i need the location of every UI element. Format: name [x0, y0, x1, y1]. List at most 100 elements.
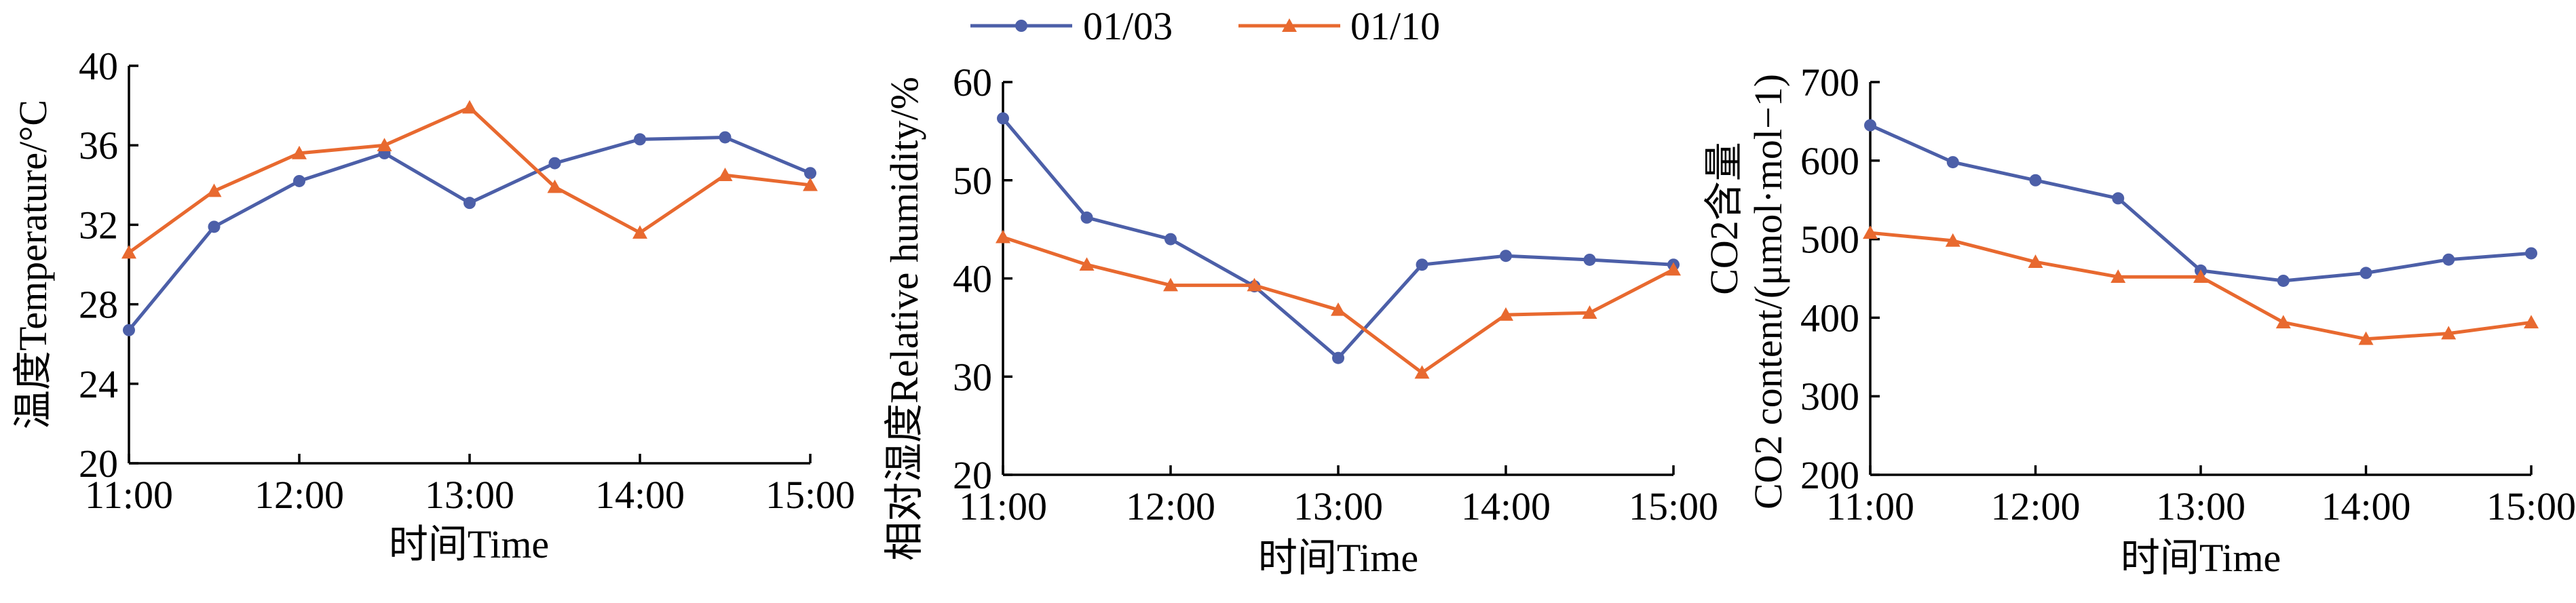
y-axis-title-cn: CO2含量 [1702, 142, 1746, 295]
data-point-0110 [2110, 269, 2126, 283]
humidity-chart: 20 30 40 50 60 11:00 12:00 13:00 14:00 15:00 时间T… [882, 60, 1718, 580]
series-group [1863, 119, 2539, 345]
y-axis-title: 相对湿度Relative humidity/% [882, 77, 926, 561]
data-point-0103 [997, 112, 1009, 125]
data-point-0110 [206, 183, 222, 197]
y-tick-group: 20 24 28 32 36 40 [79, 44, 138, 486]
x-tick-label: 14:00 [2321, 484, 2410, 528]
data-point-0103 [1500, 250, 1512, 262]
data-point-0103 [1332, 351, 1344, 364]
x-tick-label: 13:00 [1293, 484, 1383, 528]
data-point-0103 [804, 167, 816, 180]
data-point-0110 [1863, 225, 1878, 239]
y-tick-label: 500 [1800, 218, 1859, 262]
x-tick-label: 15:00 [765, 473, 855, 517]
data-point-0103 [2277, 274, 2290, 287]
temperature-chart: 20 24 28 32 36 40 11:00 12:00 13:00 14:00 15:00 时… [11, 44, 855, 566]
data-point-0103 [1164, 233, 1177, 246]
data-point-0110 [2275, 315, 2291, 329]
data-point-0110 [1666, 262, 1681, 276]
x-axis-title: 时间Time [1258, 536, 1418, 580]
data-point-0103 [719, 131, 732, 144]
data-point-0103 [1583, 253, 1596, 266]
series-line-0110 [1870, 231, 2532, 341]
series-group [996, 112, 1681, 379]
data-point-0110 [1163, 277, 1178, 292]
y-tick-label: 50 [953, 159, 992, 203]
data-point-0103 [1080, 211, 1093, 224]
x-axis-title: 时间Time [389, 522, 549, 566]
data-point-0110 [2358, 331, 2374, 345]
data-point-0103 [293, 174, 305, 187]
data-point-0110 [462, 100, 477, 114]
data-point-0103 [1416, 258, 1428, 271]
series-group [121, 100, 818, 336]
data-point-0103 [1946, 156, 1959, 169]
legend-label-0103: 01/03 [1083, 4, 1173, 48]
y-tick-label: 28 [79, 283, 118, 327]
data-point-0110 [2193, 269, 2208, 283]
data-point-0110 [803, 177, 818, 191]
y-tick-label: 400 [1800, 296, 1859, 340]
y-tick-label: 40 [79, 44, 118, 88]
x-tick-label: 11:00 [85, 473, 173, 517]
series-line-0103 [1002, 117, 1674, 360]
legend-item-0103: 01/03 [970, 4, 1173, 48]
y-tick-group: 200 300 400 500 600 700 [1800, 60, 1880, 497]
data-point-0110 [1498, 307, 1513, 321]
data-point-0110 [121, 245, 136, 259]
x-tick-label: 11:00 [959, 484, 1047, 528]
x-tick-label: 11:00 [1826, 484, 1914, 528]
data-point-0103 [2442, 253, 2455, 266]
data-point-0103 [1864, 119, 1876, 132]
y-tick-label: 20 [953, 453, 992, 497]
x-tick-label: 12:00 [1126, 484, 1215, 528]
y-tick-label: 32 [79, 203, 118, 247]
data-point-0110 [996, 229, 1010, 244]
x-tick-group: 11:00 12:00 13:00 14:00 15:00 [1826, 465, 2576, 528]
data-point-0110 [377, 138, 392, 151]
data-point-0103 [463, 197, 476, 210]
x-axis-title: 时间Time [2121, 536, 2281, 580]
x-tick-label: 12:00 [1990, 484, 2080, 528]
data-point-0103 [208, 220, 221, 233]
data-point-0103 [634, 133, 646, 146]
y-tick-label: 600 [1800, 139, 1859, 183]
y-tick-group: 20 30 40 50 60 [953, 60, 1012, 497]
data-point-0103 [2525, 247, 2537, 260]
data-point-0110 [1414, 365, 1430, 379]
legend-marker-0110 [1282, 18, 1297, 32]
data-point-0110 [1247, 277, 1262, 292]
legend: 01/03 01/10 [970, 4, 1440, 48]
legend-label-0110: 01/10 [1350, 4, 1440, 48]
data-point-0110 [292, 145, 307, 159]
data-point-0103 [2360, 267, 2372, 279]
legend-item-0110: 01/10 [1238, 4, 1440, 48]
x-tick-label: 15:00 [2486, 484, 2576, 528]
data-point-0110 [1331, 302, 1346, 316]
series-line-0103 [128, 136, 811, 332]
data-point-0103 [2029, 174, 2042, 187]
x-tick-label: 14:00 [595, 473, 685, 517]
data-point-0110 [2028, 254, 2043, 268]
data-point-0110 [717, 168, 733, 181]
y-tick-label: 20 [79, 442, 118, 486]
y-tick-label: 30 [953, 355, 992, 399]
data-point-0110 [1582, 305, 1597, 319]
y-tick-label: 200 [1800, 453, 1859, 497]
data-point-0110 [2524, 315, 2539, 329]
data-point-0110 [2441, 326, 2457, 340]
data-point-0103 [548, 157, 561, 170]
data-point-0103 [123, 324, 135, 336]
data-point-0110 [1945, 233, 1961, 247]
x-tick-label: 13:00 [2156, 484, 2246, 528]
data-point-0110 [1079, 257, 1095, 271]
x-tick-group: 11:00 12:00 13:00 14:00 15:00 [85, 454, 855, 517]
y-tick-label: 24 [79, 362, 118, 406]
series-line-0103 [1869, 123, 2532, 283]
x-tick-label: 15:00 [1629, 484, 1718, 528]
y-tick-label: 300 [1800, 374, 1859, 419]
data-point-0110 [632, 225, 647, 239]
